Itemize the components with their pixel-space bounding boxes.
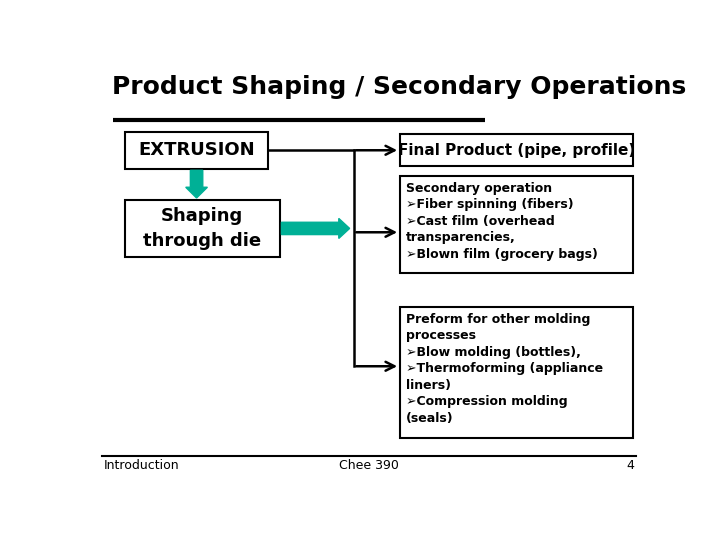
Bar bbox=[400, 307, 632, 438]
Text: Secondary operation
➢Fiber spinning (fibers)
➢Cast film (overhead
transparencies: Secondary operation ➢Fiber spinning (fib… bbox=[406, 182, 598, 261]
Text: Chee 390: Chee 390 bbox=[339, 459, 399, 472]
Text: Shaping
through die: Shaping through die bbox=[143, 207, 261, 250]
Bar bbox=[125, 200, 280, 257]
Text: EXTRUSION: EXTRUSION bbox=[138, 141, 255, 159]
Text: 4: 4 bbox=[626, 459, 634, 472]
Text: Introduction: Introduction bbox=[104, 459, 179, 472]
Bar bbox=[400, 134, 632, 166]
FancyArrow shape bbox=[282, 218, 350, 239]
FancyArrow shape bbox=[186, 170, 207, 198]
Text: Product Shaping / Secondary Operations: Product Shaping / Secondary Operations bbox=[112, 75, 686, 99]
Text: Final Product (pipe, profile): Final Product (pipe, profile) bbox=[397, 143, 635, 158]
Text: Preform for other molding
processes
➢Blow molding (bottles),
➢Thermoforming (app: Preform for other molding processes ➢Blo… bbox=[406, 313, 603, 425]
Bar bbox=[400, 177, 632, 273]
Bar bbox=[125, 132, 269, 168]
